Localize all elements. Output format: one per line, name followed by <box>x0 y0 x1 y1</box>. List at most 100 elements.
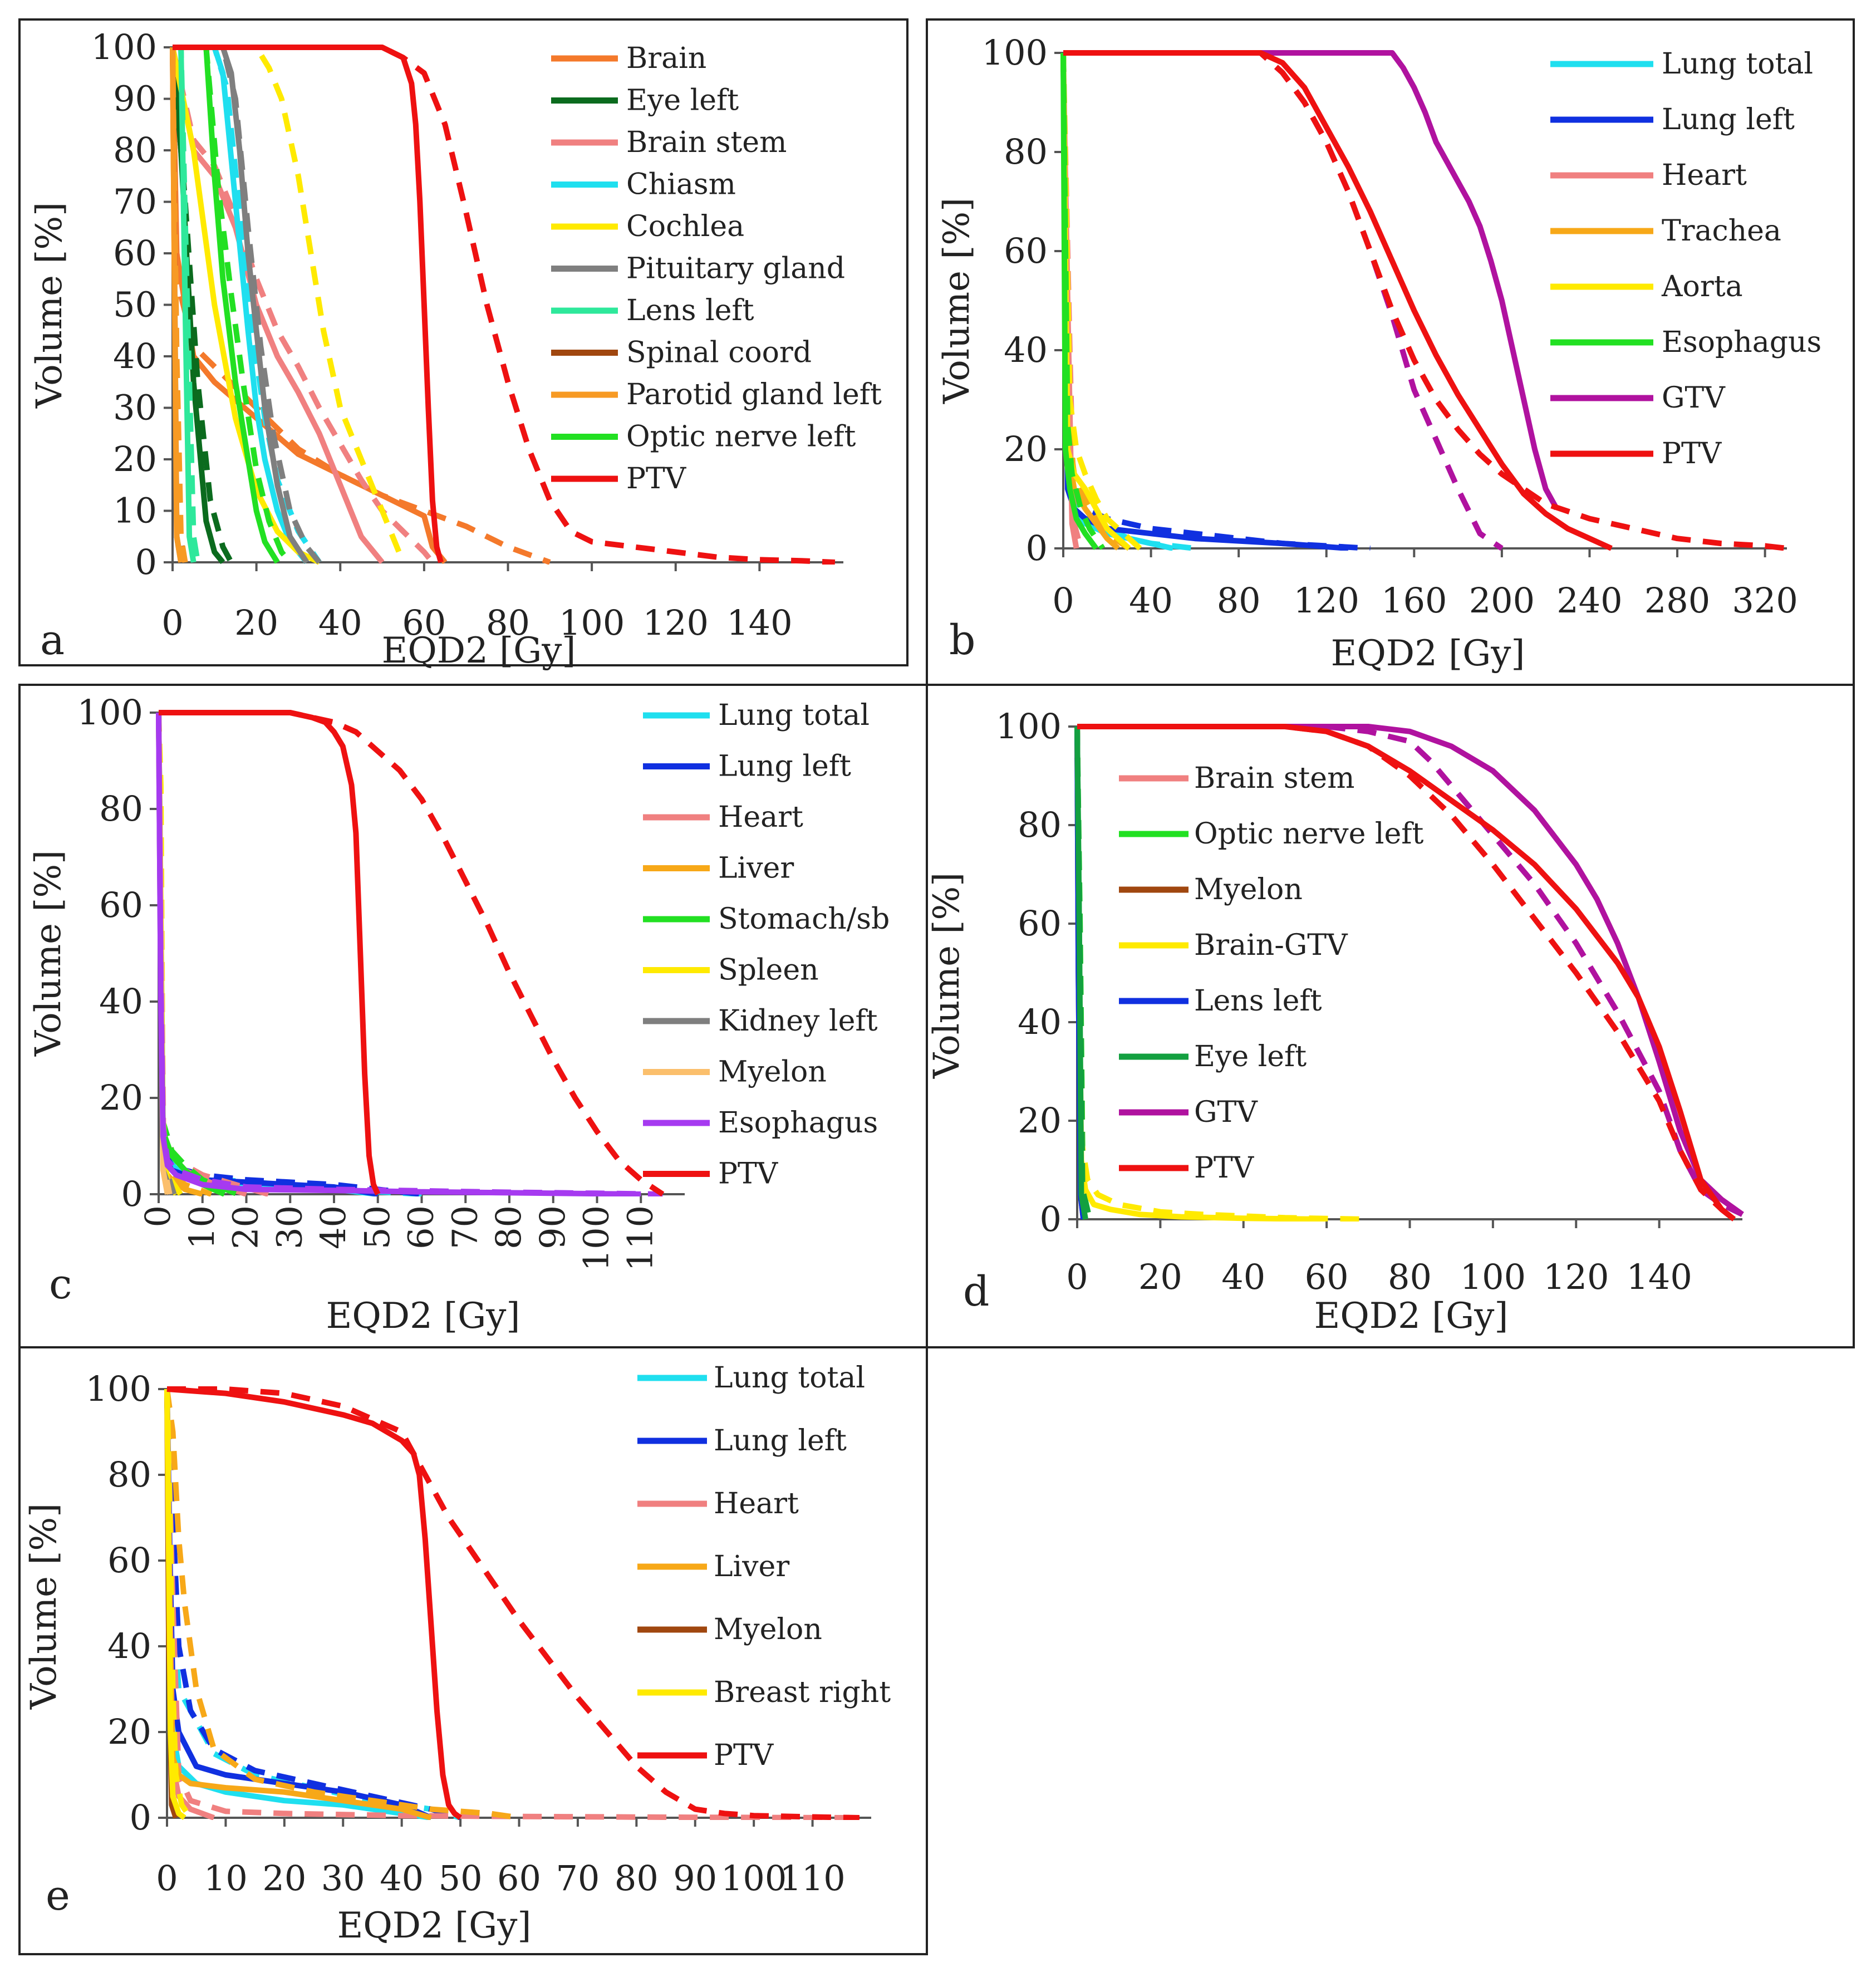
series-line-pituitary-gland-dashed <box>173 45 322 565</box>
series-line-eye-left-solid <box>170 47 225 565</box>
x-axis-title: EQD2 [Gy] <box>1314 1296 1509 1337</box>
y-tick-label: 60 <box>1018 903 1062 944</box>
x-tick-label: 60 <box>497 1858 541 1898</box>
y-tick-label: 30 <box>113 387 157 428</box>
y-tick-label: 100 <box>77 692 143 733</box>
legend-label-breast-right: Breast right <box>714 1676 891 1709</box>
legend-label-liver: Liver <box>718 852 794 885</box>
panel-frame <box>926 684 1855 1348</box>
series-group <box>170 45 836 565</box>
x-tick-label: 110 <box>620 1205 660 1271</box>
series-line-ptv-dashed <box>173 45 836 565</box>
legend-label-brain-stem: Brain stem <box>1194 762 1354 795</box>
series-line-ptv-solid <box>1063 50 1613 551</box>
legend-label-liver: Liver <box>714 1550 789 1583</box>
panel-letter: b <box>949 616 975 664</box>
series-line-stomach-sb-dashed <box>156 712 239 1196</box>
x-tick-label: 280 <box>1644 580 1710 621</box>
series-line-cochlea-dashed <box>173 45 406 563</box>
x-tick-label: 20 <box>1138 1257 1182 1297</box>
y-tick-label: 80 <box>1018 804 1062 845</box>
y-tick-label: 40 <box>1004 330 1048 370</box>
legend-label-lung-left: Lung left <box>714 1424 847 1458</box>
legend-label-gtv: GTV <box>1194 1096 1258 1129</box>
x-tick-label: 70 <box>444 1205 485 1249</box>
x-tick-label: 140 <box>726 602 792 643</box>
x-tick-label: 20 <box>262 1858 306 1898</box>
x-tick-label: 120 <box>643 602 709 643</box>
legend-label-optic-nerve-left: Optic nerve left <box>626 420 856 454</box>
legend-label-lung-total: Lung total <box>714 1361 865 1395</box>
y-axis-title: Volume [%] <box>926 872 968 1079</box>
y-axis-title: Volume [%] <box>936 198 978 404</box>
x-tick-label: 60 <box>402 602 446 643</box>
y-tick-label: 0 <box>1026 528 1048 568</box>
x-tick-label: 60 <box>401 1205 441 1249</box>
x-tick-label: 240 <box>1556 580 1622 621</box>
y-tick-label: 100 <box>91 27 157 67</box>
y-tick-label: 0 <box>121 1174 143 1214</box>
x-tick-label: 100 <box>576 1205 617 1271</box>
panel-letter: e <box>46 1872 70 1920</box>
legend-label-spinal-coord: Spinal coord <box>626 336 812 370</box>
series-line-ptv-solid <box>1077 724 1736 1221</box>
y-tick-label: 20 <box>113 439 157 479</box>
x-tick-label: 10 <box>204 1858 248 1898</box>
x-tick-label: 110 <box>779 1858 845 1898</box>
y-tick-label: 70 <box>113 181 157 222</box>
series-line-heart-dashed <box>164 1389 860 1820</box>
panel-b: 0 20 40 60 80 100 0 40 80 120 160 200 240 280 320 EQD2 … <box>926 18 1855 686</box>
y-tick-label: 40 <box>113 336 157 376</box>
legend-label-pituitary-gland: Pituitary gland <box>626 252 845 286</box>
legend-label-brain-stem: Brain stem <box>626 126 787 159</box>
y-tick-label: 90 <box>113 79 157 119</box>
x-tick-label: 0 <box>1052 580 1074 621</box>
x-tick-label: 40 <box>318 602 362 643</box>
series-line-ptv-dashed <box>1077 724 1736 1221</box>
x-tick-label: 320 <box>1732 580 1798 621</box>
x-tick-label: 120 <box>1543 1257 1609 1297</box>
x-axis-title: EQD2 [Gy] <box>337 1905 532 1946</box>
y-tick-label: 100 <box>982 32 1048 73</box>
y-tick-label: 60 <box>99 885 143 925</box>
legend-label-myelon: Myelon <box>1194 873 1303 906</box>
series-line-trachea-dashed <box>1060 52 1131 551</box>
y-tick-label: 50 <box>113 284 157 325</box>
x-tick-label: 80 <box>1388 1257 1432 1297</box>
x-tick-label: 90 <box>673 1858 717 1898</box>
panel-d: 0 20 40 60 80 100 0 20 40 60 80 100 120 140 EQD2 [Gy] V… <box>926 684 1855 1348</box>
y-tick-label: 80 <box>1004 131 1048 172</box>
legend-label-ptv: PTV <box>1194 1151 1255 1185</box>
legend-label-lung-total: Lung total <box>718 699 870 732</box>
legend-label-lung-left: Lung left <box>1662 103 1795 136</box>
y-tick-label: 40 <box>99 981 143 1022</box>
y-tick-label: 20 <box>107 1711 151 1752</box>
series-group <box>156 710 665 1196</box>
series-line-chiasm-solid <box>173 45 309 565</box>
x-tick-label: 80 <box>615 1858 659 1898</box>
y-tick-label: 40 <box>107 1626 151 1666</box>
x-tick-label: 60 <box>1305 1257 1349 1297</box>
panel-letter: a <box>40 616 65 664</box>
legend-label-lens-left: Lens left <box>1194 984 1322 1018</box>
series-line-gtv-solid <box>1063 50 1559 511</box>
legend-label-cochlea: Cochlea <box>626 210 744 243</box>
y-tick-label: 80 <box>107 1454 151 1495</box>
x-tick-label: 100 <box>559 602 625 643</box>
x-tick-label: 80 <box>486 602 530 643</box>
panel-frame <box>18 1346 928 1955</box>
y-tick-label: 80 <box>113 130 157 170</box>
x-tick-label: 10 <box>181 1205 222 1249</box>
series-group <box>164 1386 860 1820</box>
x-tick-label: 30 <box>269 1205 310 1249</box>
legend-label-gtv: GTV <box>1662 381 1726 415</box>
y-tick-label: 100 <box>86 1368 151 1409</box>
legend-label-eye-left: Eye left <box>1194 1040 1307 1073</box>
legend-label-myelon: Myelon <box>718 1056 827 1089</box>
legend-label-myelon: Myelon <box>714 1613 822 1646</box>
x-axis-title: EQD2 [Gy] <box>326 1296 520 1337</box>
series-line-gtv-dashed <box>1077 724 1744 1217</box>
